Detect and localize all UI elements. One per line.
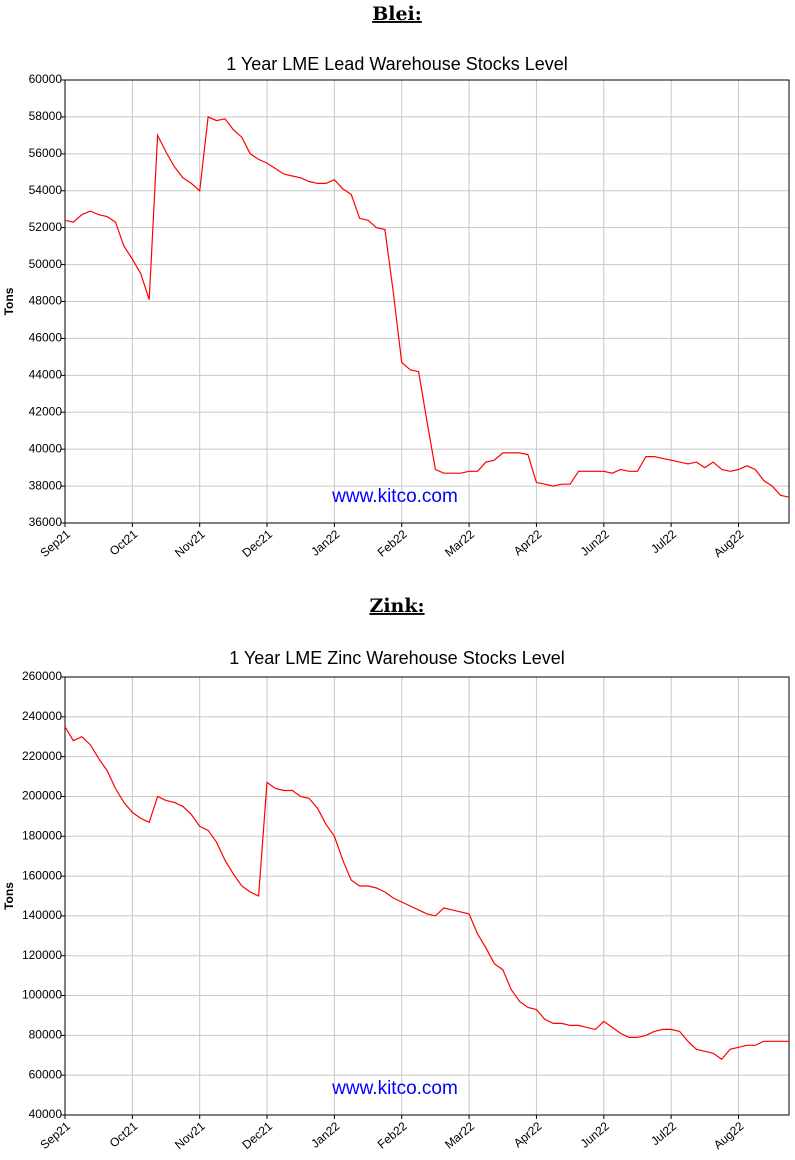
y-tick-label: 100000 xyxy=(22,988,62,1002)
y-tick-label: 220000 xyxy=(22,749,62,763)
x-tick-label: Jun22 xyxy=(578,527,612,559)
x-tick-label: Jun22 xyxy=(578,1119,612,1151)
data-line xyxy=(64,726,789,1061)
y-tick-label: 140000 xyxy=(22,908,62,922)
y-tick-label: 36000 xyxy=(29,515,63,529)
y-tick-label: 56000 xyxy=(29,146,63,160)
watermark: www.kitco.com xyxy=(331,486,458,507)
x-tick-label: Feb22 xyxy=(375,1119,410,1152)
y-tick-label: 40000 xyxy=(29,1107,63,1121)
section-heading: Blei: xyxy=(372,3,422,25)
y-axis-label: Tons xyxy=(2,882,16,910)
y-tick-label: 180000 xyxy=(22,828,62,842)
plot-border xyxy=(64,79,790,524)
x-tick-label: Aug22 xyxy=(711,527,747,560)
x-tick-label: Jan22 xyxy=(308,527,342,559)
y-tick-label: 120000 xyxy=(22,948,62,962)
x-tick-label: Dec21 xyxy=(239,527,275,560)
plot-border xyxy=(64,676,790,1116)
plot-area xyxy=(65,677,789,1115)
x-tick-label: Jul22 xyxy=(648,1119,679,1148)
x-tick-label: Nov21 xyxy=(172,1119,208,1152)
x-tick-label: Jul22 xyxy=(648,527,679,556)
y-tick-label: 60000 xyxy=(29,72,63,86)
x-tick-label: Mar22 xyxy=(442,1119,477,1152)
y-tick-label: 42000 xyxy=(29,404,63,418)
x-tick-label: Sep21 xyxy=(37,1119,73,1152)
y-tick-label: 60000 xyxy=(29,1067,63,1081)
x-tick-label: Sep21 xyxy=(37,527,73,560)
chart-title: 1 Year LME Zinc Warehouse Stocks Level xyxy=(229,648,565,668)
y-tick-label: 52000 xyxy=(29,220,63,234)
y-tick-label: 80000 xyxy=(29,1028,63,1042)
watermark: www.kitco.com xyxy=(331,1078,458,1099)
x-tick-label: Jan22 xyxy=(308,1119,342,1151)
y-tick-label: 48000 xyxy=(29,294,63,308)
y-tick-label: 50000 xyxy=(29,257,63,271)
data-line xyxy=(64,116,790,498)
y-tick-label: 160000 xyxy=(22,868,62,882)
section-heading: Zink: xyxy=(369,595,424,617)
x-tick-label: Apr22 xyxy=(511,527,545,559)
chart-title: 1 Year LME Lead Warehouse Stocks Level xyxy=(226,54,568,74)
x-tick-label: Nov21 xyxy=(172,527,208,560)
x-tick-label: Aug22 xyxy=(711,1119,747,1152)
x-tick-label: Oct21 xyxy=(107,527,141,559)
y-tick-label: 260000 xyxy=(22,669,62,683)
y-tick-label: 40000 xyxy=(29,441,63,455)
y-tick-label: 58000 xyxy=(29,109,63,123)
y-tick-label: 200000 xyxy=(22,789,62,803)
x-tick-label: Oct21 xyxy=(107,1119,141,1151)
y-tick-label: 38000 xyxy=(29,478,63,492)
x-tick-label: Apr22 xyxy=(511,1119,545,1151)
x-tick-label: Mar22 xyxy=(442,527,477,560)
y-tick-label: 44000 xyxy=(29,368,63,382)
x-tick-label: Feb22 xyxy=(375,527,410,560)
y-tick-label: 240000 xyxy=(22,709,62,723)
x-tick-label: Dec21 xyxy=(239,1119,275,1152)
y-axis-label: Tons xyxy=(2,287,16,315)
y-tick-label: 54000 xyxy=(29,183,63,197)
y-tick-label: 46000 xyxy=(29,331,63,345)
